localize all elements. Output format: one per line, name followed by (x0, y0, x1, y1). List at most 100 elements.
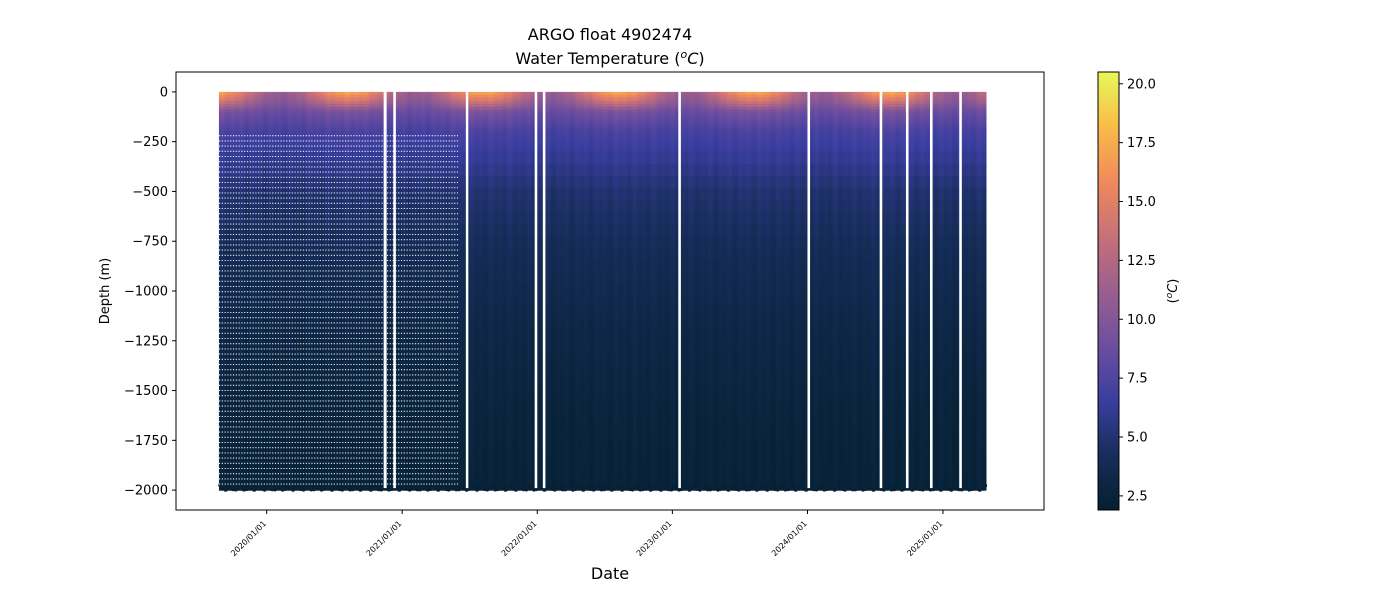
profile-cell (291, 438, 295, 451)
profile-cell (413, 330, 417, 344)
profile-cell (330, 271, 334, 284)
profile-cell (262, 121, 267, 126)
profile-cell (356, 151, 360, 165)
profile-cell (356, 474, 360, 487)
profile-cell (281, 133, 285, 138)
profile-cell (252, 124, 256, 129)
profile-cell (250, 211, 254, 224)
profile-cell (309, 426, 313, 439)
profile-cell (472, 354, 477, 368)
profile-cell (319, 294, 324, 308)
profile-cell (242, 133, 246, 138)
profile-cell (234, 136, 238, 141)
profile-cell (441, 130, 445, 135)
profile-cell (268, 127, 272, 132)
profile-cell (250, 91, 254, 96)
profile-cell (250, 271, 254, 284)
profile-cell (234, 247, 238, 260)
profile-cell (351, 271, 355, 284)
profile-cell (446, 148, 451, 153)
profile-cell (332, 118, 337, 123)
profile-cell (252, 450, 256, 463)
profile-cell (317, 247, 321, 260)
profile-cell (472, 235, 477, 248)
profile-cell (348, 438, 352, 451)
profile-cell (459, 136, 464, 141)
profile-cell (281, 139, 285, 144)
profile-cell (237, 330, 241, 344)
profile-cell (428, 103, 432, 108)
profile-cell (446, 112, 451, 117)
profile-cell (470, 136, 474, 141)
profile-cell (366, 318, 370, 332)
profile-cell (294, 175, 298, 189)
profile-cell (312, 330, 316, 344)
profile-cell (299, 148, 303, 153)
profile-cell (345, 318, 350, 332)
profile-cell (281, 103, 285, 108)
profile-cell (231, 127, 236, 132)
profile-cell (374, 247, 378, 260)
profile-cell (441, 330, 445, 344)
profile-cell (221, 235, 225, 248)
profile-cell (467, 378, 471, 392)
profile-cell (309, 187, 313, 201)
profile-cell (221, 115, 225, 120)
profile-cell (387, 115, 391, 120)
profile-cell (330, 247, 334, 260)
profile-cell (247, 450, 251, 463)
profile-cell (366, 151, 370, 165)
profile-cell (304, 199, 308, 212)
profile-cell (252, 283, 256, 296)
profile-cell (239, 97, 243, 102)
profile-cell (410, 151, 414, 165)
profile-cell (366, 283, 370, 296)
profile-cell (250, 100, 254, 105)
profile-cell (459, 121, 464, 126)
profile-cell (288, 94, 293, 99)
profile-cell (296, 211, 300, 224)
profile-cell (356, 247, 360, 260)
profile-cell (286, 223, 290, 236)
profile-cell (446, 106, 451, 111)
profile-cell (400, 283, 404, 296)
profile-cell (281, 106, 285, 111)
profile-cell (387, 127, 391, 132)
profile-cell (387, 136, 391, 141)
profile-cell (221, 106, 225, 111)
profile-cell (410, 163, 414, 177)
profile-cell (247, 271, 251, 284)
profile-cell (273, 438, 277, 451)
profile-cell (351, 247, 355, 260)
profile-cell (395, 223, 399, 236)
profile-cell (286, 199, 290, 212)
profile-cell (343, 366, 347, 380)
profile-cell (472, 271, 477, 284)
profile-cell (314, 247, 318, 260)
profile-cell (224, 175, 228, 189)
profile-cell (418, 100, 422, 105)
profile-cell (444, 211, 448, 224)
profile-cell (379, 199, 383, 212)
profile-cell (307, 402, 311, 416)
profile-cell (338, 247, 342, 260)
profile-cell (239, 283, 243, 296)
profile-cell (327, 139, 331, 144)
profile-cell (353, 342, 357, 356)
profile-cell (395, 294, 399, 308)
profile-cell (353, 112, 357, 117)
profile-cell (374, 438, 378, 451)
profile-cell (268, 247, 272, 260)
profile-cell (436, 145, 440, 150)
profile-cell (433, 127, 438, 132)
profile-cell (281, 318, 285, 332)
profile-cell (330, 130, 334, 135)
profile-cell (452, 402, 456, 416)
profile-cell (244, 163, 249, 177)
profile-cell (234, 142, 238, 147)
profile-cell (369, 187, 373, 201)
profile-cell (408, 390, 412, 404)
profile-cell (278, 294, 282, 308)
profile-cell (252, 91, 256, 96)
profile-cell (379, 426, 383, 439)
